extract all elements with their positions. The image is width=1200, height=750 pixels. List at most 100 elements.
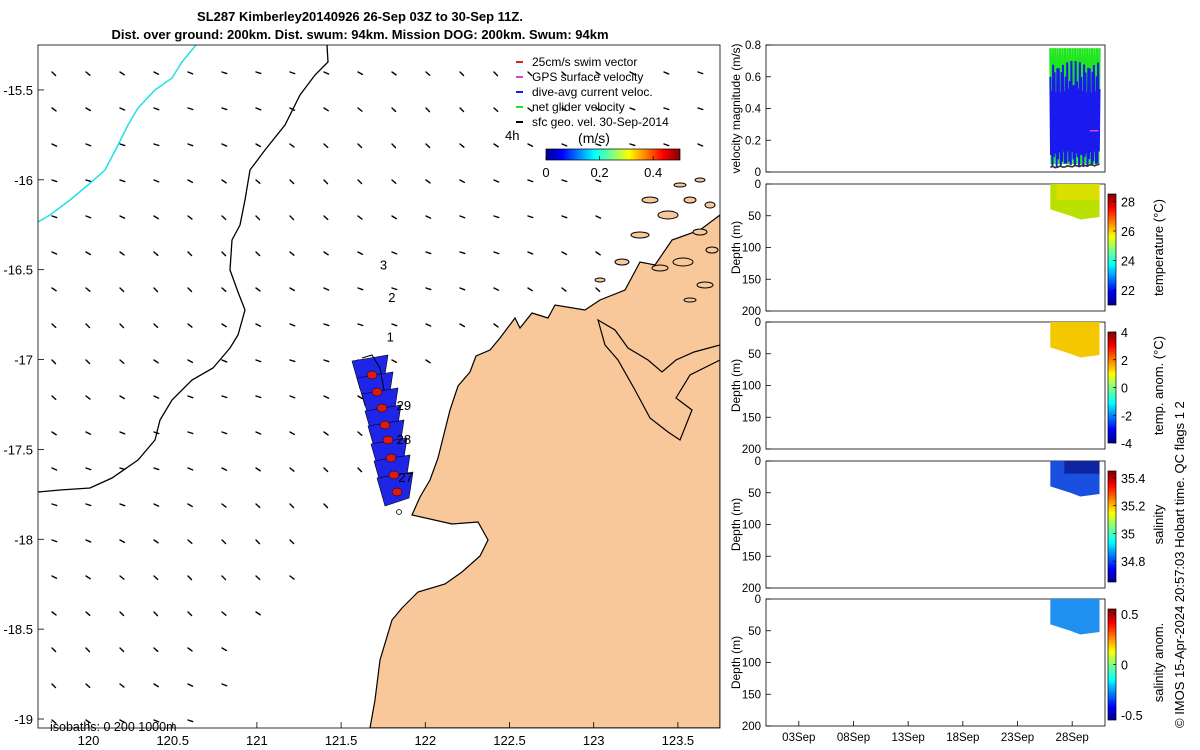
y-tick-label: -19: [14, 712, 33, 727]
velocity-vector: [697, 71, 704, 75]
island: [705, 246, 719, 254]
colorbar-tick-label: 0: [1121, 659, 1128, 673]
colorbar-gradient: [1107, 193, 1117, 306]
velocity-vector: [357, 395, 363, 400]
island: [657, 210, 679, 220]
velocity-vector: [323, 359, 330, 363]
y-tick-label: 200: [742, 721, 761, 733]
colorbar-tick-label: 0.4: [644, 165, 662, 180]
panel-frame: [765, 321, 1106, 450]
data-patch-upper: [1064, 461, 1100, 474]
velocity-vector: [187, 719, 194, 723]
velocity-vector: [289, 359, 296, 363]
velocity-vector: [221, 107, 228, 111]
island: [683, 196, 697, 204]
time-tick-label: 13Sep: [892, 732, 925, 744]
temperature-panel: 0 50 100 150 200 Depth (m) 28 26 24 22 temperature…: [729, 179, 1166, 318]
velocity-vector: [357, 107, 363, 112]
colorbar-tick-label: 35.2: [1121, 500, 1145, 514]
velocity-vector: [119, 683, 125, 688]
x-tick-label: 123: [583, 733, 605, 748]
velocity-vector: [85, 575, 91, 580]
velocity-vector: [289, 431, 296, 436]
day-label: 27: [398, 470, 412, 485]
peninsula-east: [597, 318, 720, 441]
velocity-vector: [357, 143, 363, 149]
velocity-vector: [51, 611, 57, 616]
velocity-vector: [391, 287, 398, 291]
velocity-vector: [493, 323, 499, 328]
velocity-vector: [153, 683, 159, 688]
velocity-vector: [51, 683, 57, 689]
velocity-vector: [357, 287, 364, 291]
data-patch: [1050, 322, 1100, 358]
y-tick-label: 200: [742, 444, 761, 456]
velocity-vector: [289, 143, 295, 148]
velocity-vector: [289, 287, 296, 292]
colorbar-tick-label: 0: [542, 165, 549, 180]
velocity-vector: [51, 179, 58, 183]
velocity-vector: [187, 611, 193, 617]
velocity-vector: [51, 107, 57, 112]
isobath-1000m: [38, 45, 197, 223]
velocity-vector: [85, 215, 92, 219]
velocity-vector: [119, 719, 126, 724]
speed-colorbar: (m/s) 0 0.2 0.4: [542, 130, 681, 180]
island: [694, 177, 706, 183]
velocity-vector: [289, 503, 295, 509]
velocity-vector: [221, 215, 227, 221]
data-patch: [1050, 599, 1100, 635]
velocity-vector: [323, 431, 329, 436]
legend-entry: net glider velocity: [532, 100, 625, 114]
velocity-vector: [153, 503, 160, 507]
velocity-vector: [221, 287, 227, 293]
y-tick-label: -18: [14, 532, 33, 547]
velocity-vector: [51, 719, 57, 724]
y-tick-label: -16: [14, 173, 33, 188]
dive-avg-current-series: [1049, 60, 1101, 168]
y-tick-label: 0: [755, 317, 761, 329]
velocity-vector: [51, 431, 57, 436]
velocity-vector: [85, 647, 91, 653]
velocity-vector: [595, 179, 602, 183]
velocity-vector: [255, 359, 262, 363]
surface-velocity-vectors: [51, 71, 704, 724]
velocity-vector: [51, 143, 58, 147]
velocity-vector: [527, 287, 533, 292]
velocity-vector: [323, 215, 329, 221]
velocity-vector: [289, 539, 295, 545]
y-tick-label: 0.4: [745, 104, 762, 116]
velocity-vector: [85, 683, 91, 689]
velocity-vector: [187, 467, 194, 471]
velocity-vector: [561, 179, 568, 183]
velocity-vector: [221, 539, 227, 545]
y-tick-label: 0: [755, 456, 761, 468]
velocity-vector: [85, 539, 92, 543]
velocity-vector: [323, 71, 330, 75]
track-core: [379, 420, 391, 430]
velocity-vector: [51, 647, 57, 653]
velocity-vector: [221, 179, 227, 184]
velocity-vector: [153, 719, 160, 723]
velocity-vector: [697, 143, 704, 147]
velocity-vector: [527, 143, 534, 147]
velocity-vector: [425, 251, 432, 255]
velocity-vector: [663, 143, 670, 147]
velocity-vector: [85, 395, 91, 400]
velocity-vector: [255, 431, 262, 435]
velocity-vector: [255, 539, 261, 545]
velocity-vector: [255, 179, 261, 184]
velocity-vector: [153, 71, 160, 75]
depth-ylabel: Depth (m): [729, 498, 743, 551]
velocity-vector: [255, 395, 262, 399]
velocity-vector: [357, 179, 363, 185]
velocity-vector: [119, 359, 125, 364]
velocity-vector: [119, 611, 125, 617]
colorbar-label: salinity: [1151, 504, 1166, 544]
velocity-vector: [255, 215, 261, 221]
velocity-vector: [391, 71, 397, 76]
velocity-vector: [51, 395, 57, 401]
velocity-vector: [255, 251, 261, 257]
x-tick-label: 120: [78, 733, 100, 748]
